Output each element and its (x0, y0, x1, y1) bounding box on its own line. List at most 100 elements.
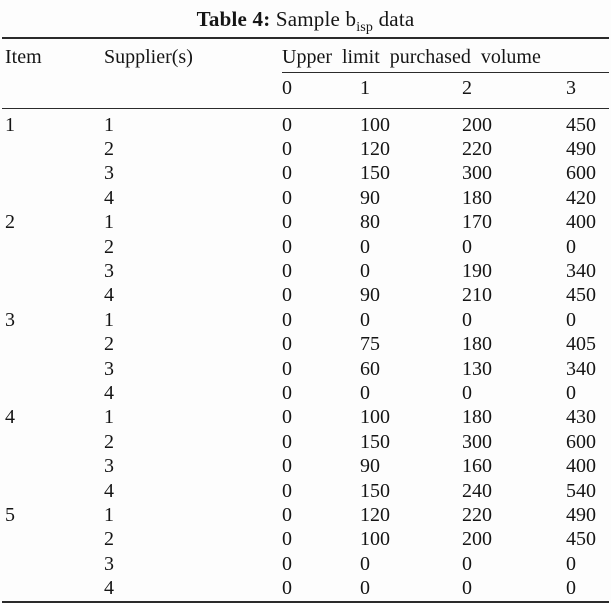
value-cell-0: 0 (282, 503, 292, 526)
table-row: 3 1 0 0 0 0 (2, 308, 609, 332)
item-cell (2, 528, 104, 552)
value-cell-0: 0 (282, 162, 292, 185)
table-row: 2 0 75 180 405 (2, 333, 609, 357)
table-body: 1 1 0 100 200 450 2 0 120 220 490 3 0 150 300 600 4 0 90 18… (2, 109, 609, 602)
item-cell (2, 552, 104, 576)
value-cell-0: 0 (282, 113, 292, 136)
supplier-cell: 2 (104, 430, 114, 453)
item-cell (2, 333, 104, 357)
value-cell-3: 450 (566, 113, 596, 136)
value-cell-2: 240 (462, 479, 492, 502)
table-row: 4 0 0 0 0 (2, 381, 609, 405)
item-cell (2, 357, 104, 381)
supplier-cell: 1 (104, 211, 114, 234)
value-cell-2: 200 (462, 113, 492, 136)
supplier-cell: 4 (104, 381, 114, 404)
value-cell-2: 220 (462, 503, 492, 526)
value-cell-1: 80 (360, 211, 380, 234)
item-cell (2, 430, 104, 454)
value-cell-0: 0 (282, 260, 292, 283)
value-cell-3: 0 (566, 235, 576, 258)
value-cell-1: 90 (360, 455, 380, 478)
value-cell-0: 0 (282, 138, 292, 161)
value-cell-3: 340 (566, 260, 596, 283)
value-cell-0: 0 (282, 479, 292, 502)
value-cell-0: 0 (282, 455, 292, 478)
value-cell-1: 120 (360, 503, 390, 526)
item-cell (2, 186, 104, 210)
value-cell-2: 0 (462, 235, 472, 258)
value-cell-0: 0 (282, 552, 292, 575)
value-cell-0: 0 (282, 430, 292, 453)
value-cell-3: 600 (566, 430, 596, 453)
value-cell-2: 220 (462, 138, 492, 161)
item-cell: 5 (5, 503, 15, 526)
value-cell-0: 0 (282, 381, 292, 404)
value-cell-2: 180 (462, 333, 492, 356)
table-caption-text-end: data (378, 7, 415, 31)
sample-bisp-table: Item Supplier(s) Upper limit purchased v… (2, 37, 610, 603)
value-cell-1: 0 (360, 308, 370, 331)
value-cell-3: 430 (566, 406, 596, 429)
column-header-level-3: 3 (566, 72, 610, 109)
value-cell-1: 90 (360, 186, 380, 209)
supplier-cell: 2 (104, 138, 114, 161)
value-cell-2: 300 (462, 162, 492, 185)
item-cell (2, 284, 104, 308)
table-caption-label: Table 4: (196, 7, 271, 31)
value-cell-3: 540 (566, 479, 596, 502)
value-cell-1: 120 (360, 138, 390, 161)
value-cell-0: 0 (282, 528, 292, 551)
item-cell: 2 (5, 211, 15, 234)
value-cell-2: 0 (462, 381, 472, 404)
value-cell-1: 0 (360, 381, 370, 404)
item-cell: 1 (5, 113, 15, 136)
value-cell-1: 150 (360, 162, 390, 185)
table-row: 3 0 150 300 600 (2, 162, 609, 186)
table-row: 3 0 0 190 340 (2, 259, 609, 283)
item-cell (2, 576, 104, 601)
value-cell-1: 0 (360, 235, 370, 258)
column-header-level-1: 1 (360, 72, 462, 109)
value-cell-0: 0 (282, 308, 292, 331)
supplier-cell: 2 (104, 235, 114, 258)
table-row: 5 1 0 120 220 490 (2, 503, 609, 527)
value-cell-0: 0 (282, 577, 292, 600)
column-header-group: Upper limit purchased volume (282, 38, 610, 73)
value-cell-3: 0 (566, 308, 576, 331)
value-cell-2: 300 (462, 430, 492, 453)
table-row: 4 0 150 240 540 (2, 479, 609, 503)
value-cell-2: 160 (462, 455, 492, 478)
item-cell: 4 (5, 406, 15, 429)
item-cell (2, 137, 104, 161)
value-cell-1: 60 (360, 357, 380, 380)
value-cell-3: 490 (566, 503, 596, 526)
table-header: Item Supplier(s) Upper limit purchased v… (2, 38, 610, 109)
value-cell-3: 340 (566, 357, 596, 380)
value-cell-1: 0 (360, 552, 370, 575)
value-cell-3: 600 (566, 162, 596, 185)
table-row: 3 0 60 130 340 (2, 357, 609, 381)
supplier-cell: 3 (104, 357, 114, 380)
value-cell-2: 0 (462, 577, 472, 600)
value-cell-1: 75 (360, 333, 380, 356)
supplier-cell: 4 (104, 479, 114, 502)
table-row: 2 0 0 0 0 (2, 235, 609, 259)
value-cell-1: 150 (360, 479, 390, 502)
column-header-supplier: Supplier(s) (104, 38, 282, 109)
table-row: 4 0 0 0 0 (2, 576, 609, 601)
item-cell (2, 235, 104, 259)
table-row: 3 0 90 160 400 (2, 454, 609, 478)
column-header-item: Item (2, 38, 104, 109)
supplier-cell: 1 (104, 406, 114, 429)
supplier-cell: 4 (104, 186, 114, 209)
header-row-group: Item Supplier(s) Upper limit purchased v… (2, 38, 610, 109)
column-header-level-0: 0 (282, 72, 360, 109)
value-cell-2: 130 (462, 357, 492, 380)
supplier-cell: 3 (104, 162, 114, 185)
supplier-cell: 1 (104, 308, 114, 331)
table-row: 3 0 0 0 0 (2, 552, 609, 576)
value-cell-1: 100 (360, 406, 390, 429)
table-caption-text: Sample b (275, 7, 357, 31)
